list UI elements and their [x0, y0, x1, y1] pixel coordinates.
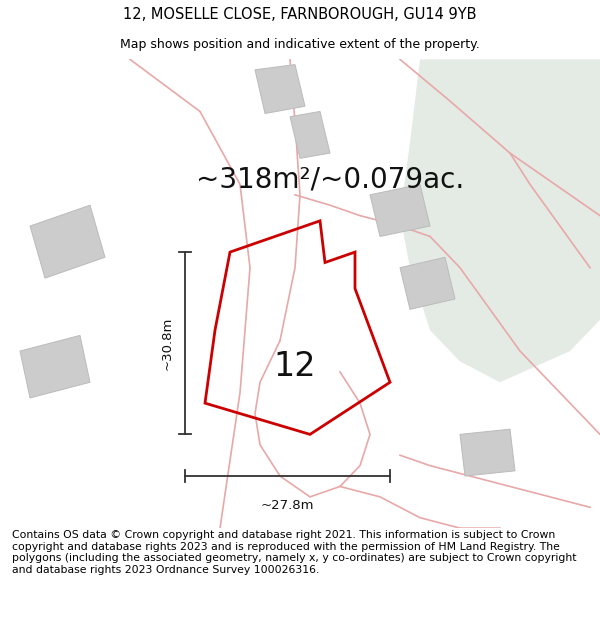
Text: 12: 12	[274, 350, 316, 383]
Polygon shape	[370, 184, 430, 236]
Polygon shape	[290, 111, 330, 158]
Text: ~27.8m: ~27.8m	[261, 499, 314, 512]
Text: ~318m²/~0.079ac.: ~318m²/~0.079ac.	[196, 165, 464, 193]
Polygon shape	[20, 336, 90, 398]
Text: 12, MOSELLE CLOSE, FARNBOROUGH, GU14 9YB: 12, MOSELLE CLOSE, FARNBOROUGH, GU14 9YB	[123, 8, 477, 22]
Polygon shape	[30, 205, 105, 278]
Polygon shape	[400, 59, 600, 382]
Polygon shape	[460, 429, 515, 476]
Polygon shape	[255, 64, 305, 114]
Text: Map shows position and indicative extent of the property.: Map shows position and indicative extent…	[120, 38, 480, 51]
Polygon shape	[400, 258, 455, 309]
Text: ~30.8m: ~30.8m	[161, 316, 173, 370]
Text: Contains OS data © Crown copyright and database right 2021. This information is : Contains OS data © Crown copyright and d…	[12, 530, 577, 575]
